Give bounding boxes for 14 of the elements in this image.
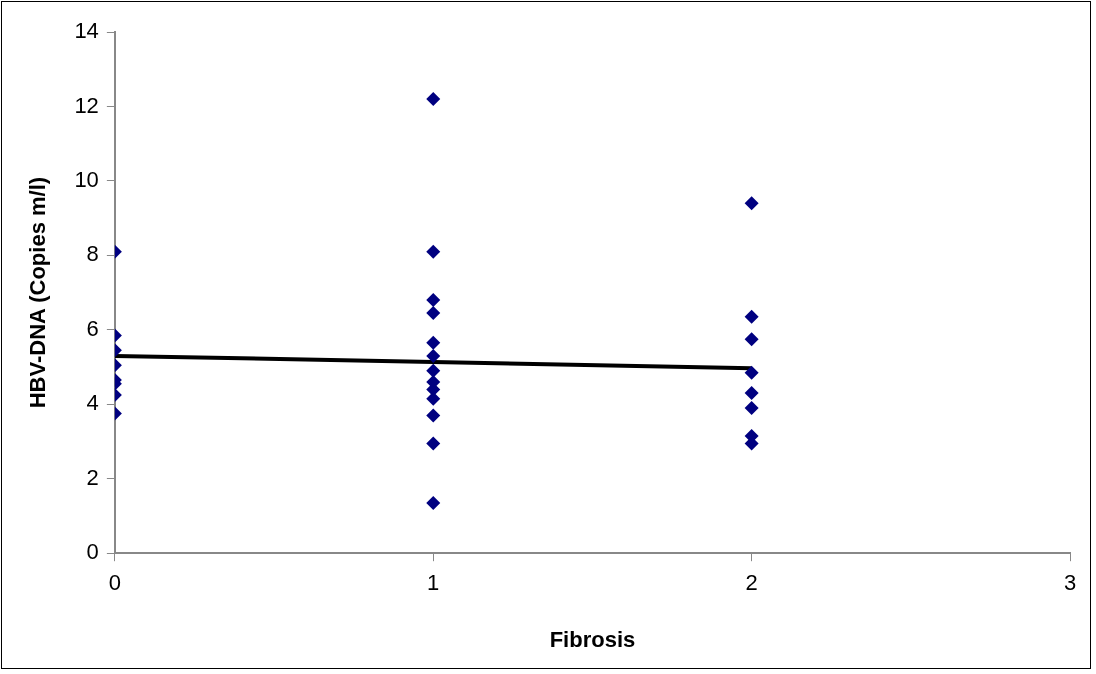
y-axis-title: HBV-DNA (Copies m/l) (25, 176, 51, 409)
y-tick-label: 12 (74, 92, 99, 118)
y-tick-label: 8 (86, 241, 99, 267)
y-tick-label: 14 (74, 18, 99, 44)
x-axis-title: Fibrosis (549, 626, 636, 652)
x-tick-label: 0 (108, 570, 121, 596)
x-tick-label: 2 (745, 570, 758, 596)
y-tick-label: 4 (86, 390, 99, 416)
y-tick-label: 0 (86, 539, 99, 565)
x-tick-label: 1 (427, 570, 440, 596)
y-tick-label: 6 (86, 315, 99, 341)
y-tick-label: 10 (74, 166, 99, 192)
y-tick-label: 2 (86, 464, 99, 490)
x-tick-label: 3 (1063, 570, 1077, 596)
